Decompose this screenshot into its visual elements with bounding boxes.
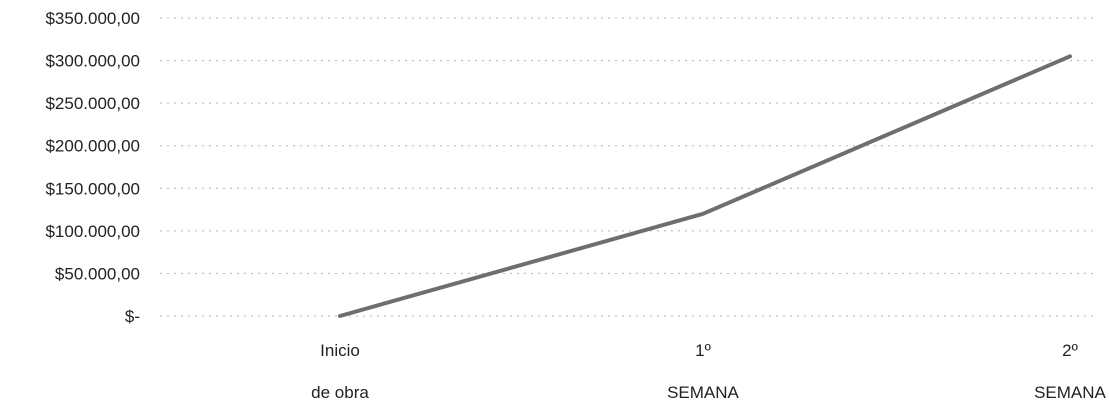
- series-lines: [338, 54, 1072, 318]
- y-tick-label: $100.000,00: [45, 222, 140, 241]
- x-category-label: SEMANA: [1034, 383, 1106, 402]
- y-tick-label: $200.000,00: [45, 137, 140, 156]
- series-line: [338, 54, 1072, 318]
- x-category-label: Inicio: [320, 341, 360, 360]
- y-tick-label: $250.000,00: [45, 94, 140, 113]
- x-category-label: 1º: [695, 341, 711, 360]
- y-tick-label: $350.000,00: [45, 9, 140, 28]
- y-tick-label: $300.000,00: [45, 52, 140, 71]
- x-category-label: de obra: [311, 383, 369, 402]
- x-category-label: 2º: [1062, 341, 1078, 360]
- gridlines: [160, 17, 1095, 317]
- y-tick-label: $150.000,00: [45, 179, 140, 198]
- y-axis-tick-labels: $- $50.000,00 $100.000,00 $150.000,00 $200.0…: [45, 9, 140, 326]
- x-axis-category-labels: Inicio de obra 1º SEMANA 2º SEMANA: [311, 341, 1106, 402]
- y-tick-label: $-: [125, 307, 140, 326]
- y-tick-label: $50.000,00: [55, 264, 140, 283]
- x-category-label: SEMANA: [667, 383, 739, 402]
